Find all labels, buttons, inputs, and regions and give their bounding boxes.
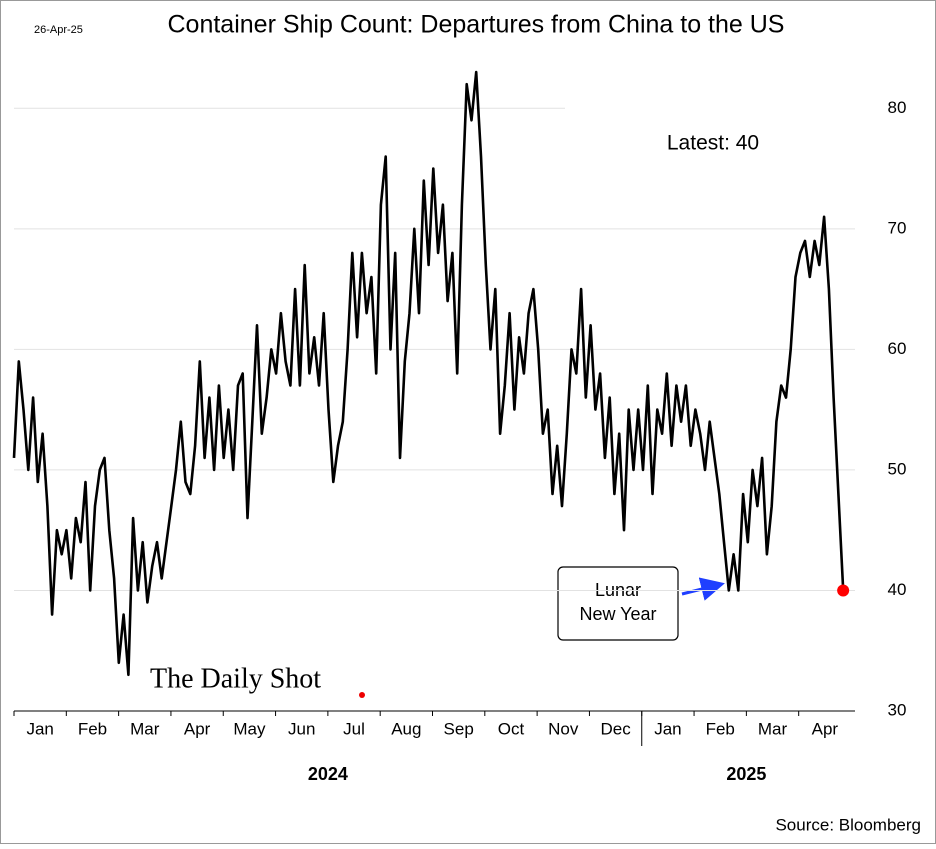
y-tick-label: 50 <box>888 459 907 478</box>
x-tick-label: Mar <box>130 719 160 738</box>
x-tick-label: Sep <box>444 719 474 738</box>
brand-dot <box>359 692 365 698</box>
x-tick-label: Aug <box>391 719 421 738</box>
x-tick-label: Nov <box>548 719 579 738</box>
brand: The Daily Shot <box>150 663 321 694</box>
x-tick-label: Jan <box>26 719 53 738</box>
y-tick-label: 40 <box>888 580 907 599</box>
note-line: Lunar <box>595 580 641 600</box>
date-label: 26-Apr-25 <box>34 24 83 36</box>
y-tick-label: 70 <box>888 218 907 237</box>
year-label: 2024 <box>308 764 348 784</box>
latest-point <box>837 584 850 597</box>
series-line <box>12 70 845 677</box>
x-tick-label: Apr <box>812 719 839 738</box>
x-tick-label: Oct <box>498 719 525 738</box>
y-tick-label: 80 <box>888 98 907 117</box>
x-tick-label: Jun <box>288 719 315 738</box>
year-label: 2025 <box>726 764 766 784</box>
chart-title: Container Ship Count: Departures from Ch… <box>168 11 785 39</box>
source: Source: Bloomberg <box>775 815 921 834</box>
x-tick-label: Feb <box>706 719 735 738</box>
latest-label: Latest: 40 <box>667 132 759 155</box>
x-tick-label: Apr <box>184 719 211 738</box>
y-tick-label: 30 <box>888 700 907 719</box>
note-box <box>557 566 679 641</box>
x-tick-label: Dec <box>600 719 631 738</box>
x-tick-label: May <box>233 719 266 738</box>
x-tick-label: Mar <box>758 719 788 738</box>
x-tick-label: Jan <box>654 719 681 738</box>
x-tick-label: Jul <box>343 719 365 738</box>
x-tick-label: Feb <box>78 719 107 738</box>
note-arrow <box>681 577 725 601</box>
y-tick-label: 60 <box>888 339 907 358</box>
note-line: New Year <box>579 604 656 624</box>
